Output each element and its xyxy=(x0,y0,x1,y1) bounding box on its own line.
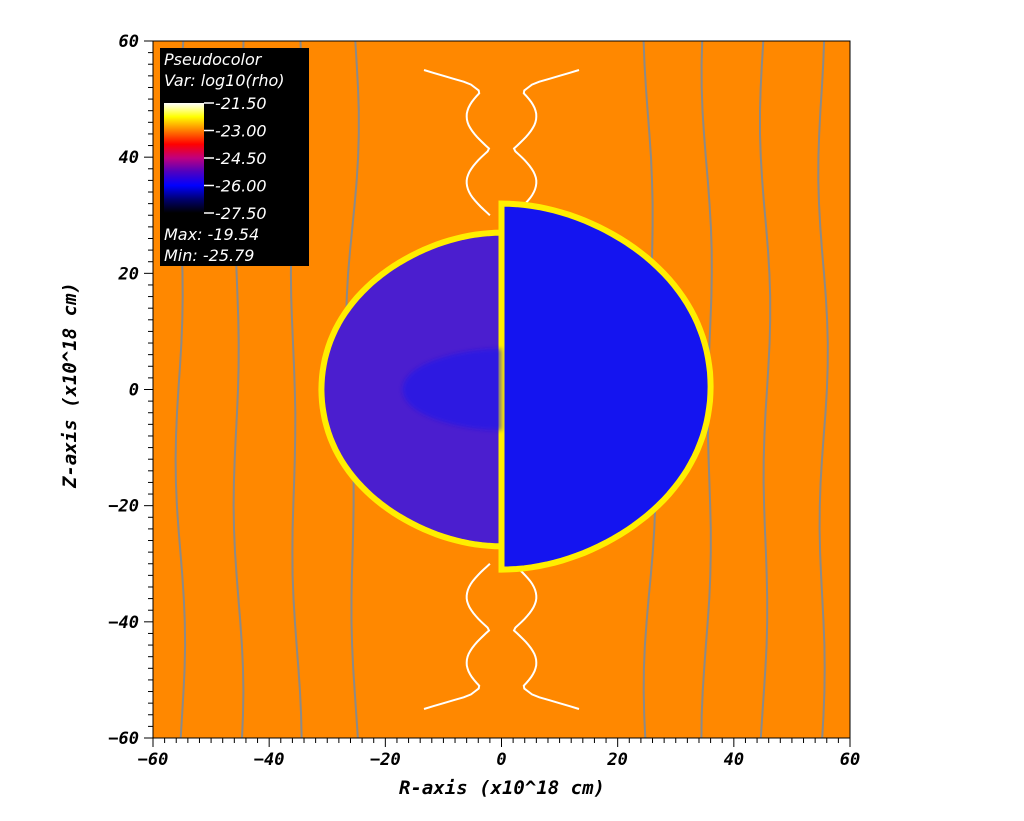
colorbar-ticks: -21.50 -23.00 -24.50 -26.00 -27.50 xyxy=(204,94,267,223)
y-tick-label: 60 xyxy=(119,32,139,52)
y-tick-label: 20 xyxy=(118,264,139,284)
y-tick-label: −40 xyxy=(108,613,139,633)
y-tick-label: 0 xyxy=(129,381,139,401)
colorbar-tick-label: -21.50 xyxy=(215,94,267,113)
y-axis-title: Z-axis (x10^18 cm) xyxy=(59,282,81,489)
legend-min: Min: -25.79 xyxy=(164,246,254,265)
colorbar-tick-label: -26.00 xyxy=(215,177,267,196)
jet-contour xyxy=(423,563,491,710)
x-tick-label: 20 xyxy=(606,750,627,770)
right-bubble xyxy=(498,200,714,573)
jet-contours xyxy=(423,69,580,710)
jet-contour xyxy=(423,69,491,217)
legend-title: Pseudocolor xyxy=(164,50,263,69)
jet-contour xyxy=(512,69,580,217)
legend-max: Max: -19.54 xyxy=(164,225,259,244)
x-tick-label: −20 xyxy=(370,750,401,770)
left-bubble-core xyxy=(402,348,502,431)
y-tick-label: −60 xyxy=(108,729,139,749)
jet-contour xyxy=(512,563,580,710)
x-tick-label: −60 xyxy=(138,750,169,770)
legend: Pseudocolor Var: log10(rho) -21.50 -23.00… xyxy=(160,48,309,266)
colorbar-tick-label: -23.00 xyxy=(215,122,267,141)
field-line xyxy=(759,41,772,738)
x-tick-label: 60 xyxy=(840,750,860,770)
x-axis: −60 −40 −20 0 20 40 60 xyxy=(138,738,860,770)
x-tick-label: 40 xyxy=(724,750,744,770)
y-tick-label: 40 xyxy=(119,148,139,168)
x-tick-label: −40 xyxy=(254,750,285,770)
y-axis: −60 −40 −20 0 20 40 60 xyxy=(108,32,153,749)
colorbar xyxy=(164,103,204,213)
x-tick-label: 0 xyxy=(496,750,506,770)
colorbar-tick-label: -27.50 xyxy=(215,204,267,223)
legend-variable: Var: log10(rho) xyxy=(164,71,285,90)
y-tick-label: −20 xyxy=(108,497,139,517)
x-axis-title: R-axis (x10^18 cm) xyxy=(399,777,605,799)
field-line xyxy=(817,41,829,738)
colorbar-tick-label: -24.50 xyxy=(215,149,267,168)
